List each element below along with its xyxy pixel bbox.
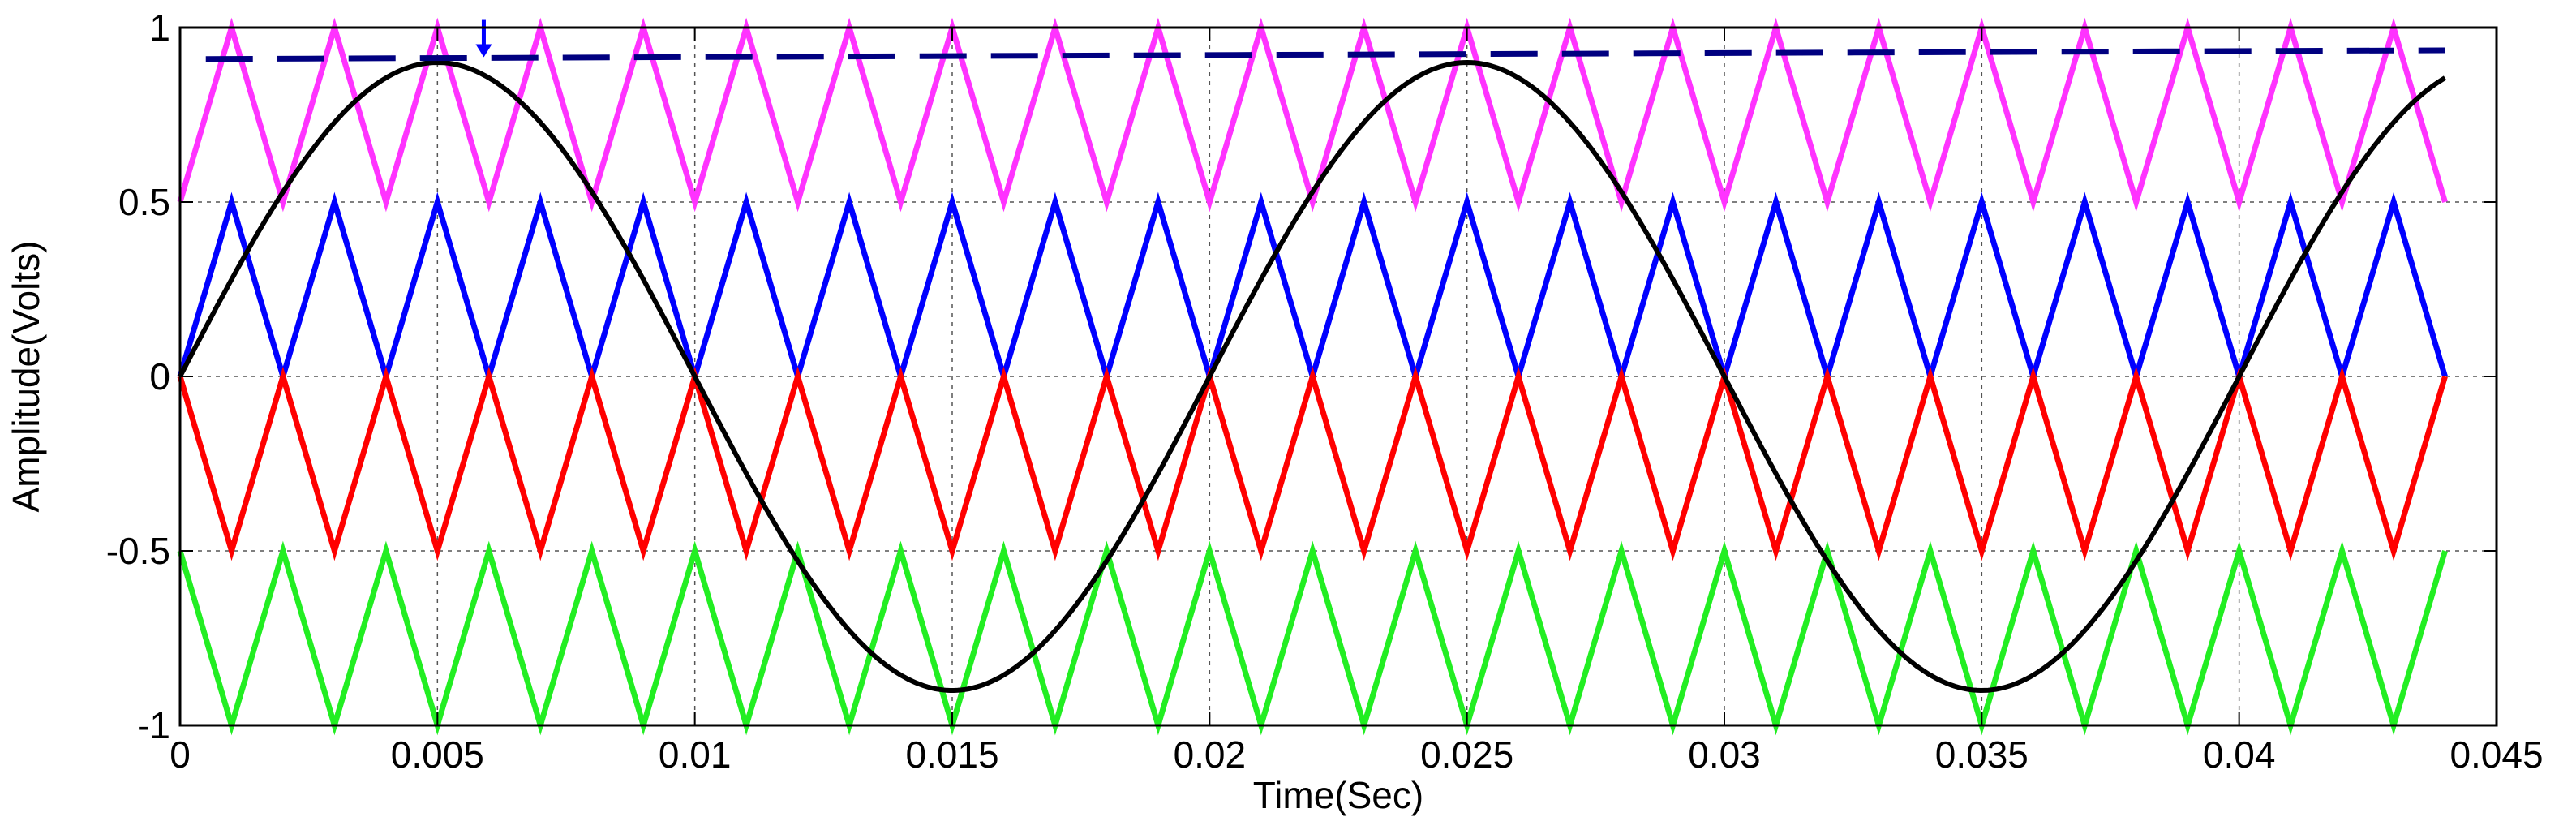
x-tick-label: 0 xyxy=(170,733,191,776)
dashed-reference-line xyxy=(205,47,2445,62)
carrier-series-1 xyxy=(177,17,2448,213)
carrier-series-4 xyxy=(177,540,2448,736)
y-tick-label: 0.5 xyxy=(118,181,170,223)
x-tick-label: 0.025 xyxy=(1420,733,1513,776)
x-tick-label: 0.01 xyxy=(659,733,732,776)
x-axis-label: Time(Sec) xyxy=(1253,774,1423,816)
y-axis-label: Amplitude(Volts) xyxy=(5,241,47,513)
x-tick-label: 0.015 xyxy=(905,733,998,776)
plot-background xyxy=(180,28,2497,725)
series-layer xyxy=(177,17,2448,736)
tick-layer: 0 0.005 0.01 0.015 0.02 0.025 0.03 0.035 0.04 0.0… xyxy=(106,6,2544,776)
x-tick-label: 0.035 xyxy=(1935,733,2029,776)
carrier-series-3 xyxy=(177,366,2448,561)
y-tick-label: -1 xyxy=(137,704,170,746)
x-tick-label: 0.03 xyxy=(1688,733,1761,776)
x-tick-label: 0.045 xyxy=(2449,733,2543,776)
y-tick-label: 0 xyxy=(149,355,170,398)
sine-reference-series xyxy=(178,59,2447,694)
y-tick-label: 1 xyxy=(149,6,170,49)
x-tick-label: 0.04 xyxy=(2203,733,2276,776)
annotation-arrow-head xyxy=(475,44,492,58)
y-tick-label: -0.5 xyxy=(106,530,170,572)
x-tick-label: 0.02 xyxy=(1174,733,1247,776)
x-tick-label: 0.005 xyxy=(391,733,484,776)
